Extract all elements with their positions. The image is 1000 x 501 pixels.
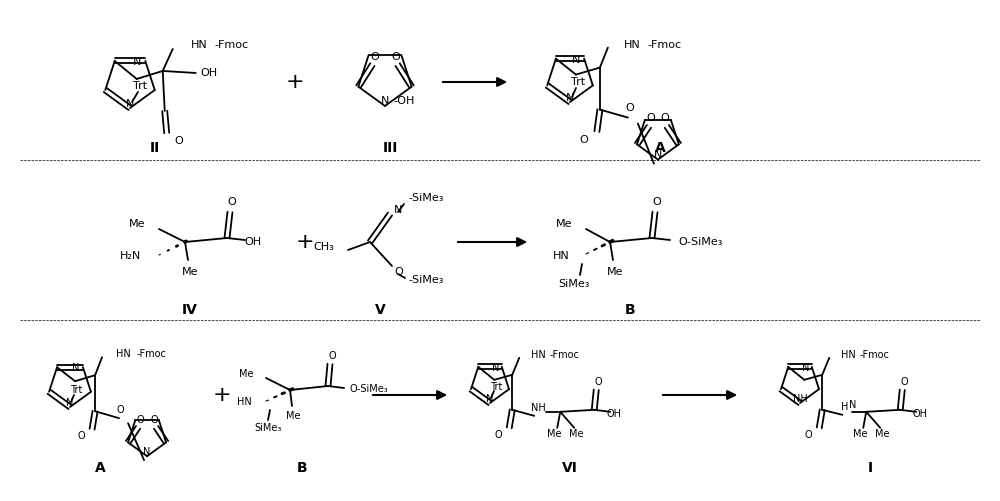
Text: A: A	[655, 141, 665, 155]
Text: Me: Me	[853, 429, 867, 439]
Text: H₂N: H₂N	[120, 251, 141, 261]
Text: N: N	[66, 398, 74, 408]
Text: IV: IV	[182, 303, 198, 317]
Text: N: N	[394, 205, 402, 215]
Text: N: N	[126, 99, 134, 109]
Text: H: H	[841, 402, 848, 412]
Text: NH: NH	[531, 403, 546, 413]
Text: HN: HN	[624, 40, 641, 50]
Text: O: O	[391, 52, 400, 62]
Text: N: N	[133, 57, 141, 67]
Text: OH: OH	[200, 68, 217, 78]
Text: O: O	[626, 103, 634, 113]
Text: HN: HN	[191, 40, 207, 50]
Text: -Fmoc: -Fmoc	[215, 40, 249, 50]
Text: O: O	[494, 430, 502, 440]
Text: O: O	[660, 113, 669, 123]
Text: CH₃: CH₃	[313, 242, 334, 252]
Text: O: O	[653, 197, 661, 207]
Text: O: O	[900, 377, 908, 387]
Text: Trt: Trt	[70, 385, 82, 395]
Text: HN: HN	[841, 350, 856, 360]
Text: Me: Me	[547, 429, 561, 439]
Text: N: N	[486, 394, 494, 404]
Text: N: N	[802, 363, 809, 373]
Text: N: N	[566, 93, 574, 103]
Text: Me: Me	[556, 219, 572, 229]
Text: SiMe₃: SiMe₃	[254, 423, 282, 433]
Text: O: O	[116, 405, 124, 415]
Text: -SiMe₃: -SiMe₃	[408, 193, 443, 203]
Text: N: N	[381, 96, 389, 106]
Text: VI: VI	[562, 461, 578, 475]
Text: V: V	[375, 303, 385, 317]
Text: Me: Me	[875, 429, 889, 439]
Text: II: II	[150, 141, 160, 155]
Text: N: N	[492, 363, 499, 373]
Text: N: N	[72, 363, 80, 373]
Text: -Fmoc: -Fmoc	[136, 349, 166, 359]
Text: Trt: Trt	[490, 382, 502, 392]
Text: -Fmoc: -Fmoc	[549, 350, 579, 360]
Text: NH: NH	[793, 394, 807, 404]
Text: O-SiMe₃: O-SiMe₃	[678, 237, 722, 247]
Text: +: +	[286, 72, 304, 92]
Text: A: A	[95, 461, 105, 475]
Text: +: +	[296, 232, 314, 252]
Text: B: B	[625, 303, 635, 317]
Text: HN: HN	[237, 397, 252, 407]
Text: O: O	[370, 52, 379, 62]
Text: HN: HN	[553, 251, 570, 261]
Text: O: O	[328, 351, 336, 361]
Text: III: III	[382, 141, 398, 155]
Text: O: O	[136, 415, 144, 425]
Text: Me: Me	[182, 267, 198, 277]
Text: OH: OH	[913, 409, 928, 419]
Text: O: O	[394, 267, 403, 277]
Text: N: N	[849, 400, 856, 410]
Text: N: N	[572, 55, 580, 65]
Text: B: B	[297, 461, 307, 475]
Text: O: O	[647, 113, 655, 123]
Text: Trt: Trt	[571, 77, 585, 87]
Text: +: +	[213, 385, 231, 405]
Text: Trt: Trt	[133, 81, 147, 91]
Text: -Fmoc: -Fmoc	[648, 40, 682, 50]
Text: O: O	[77, 431, 85, 441]
Text: O: O	[228, 197, 236, 207]
Text: Me: Me	[286, 411, 300, 421]
Text: O-SiMe₃: O-SiMe₃	[350, 384, 389, 394]
Text: O: O	[150, 415, 158, 425]
Text: Me: Me	[128, 219, 145, 229]
Text: SiMe₃: SiMe₃	[558, 279, 590, 289]
Text: -OH: -OH	[393, 96, 414, 106]
Text: -Fmoc: -Fmoc	[859, 350, 889, 360]
Text: O: O	[804, 430, 812, 440]
Text: HN: HN	[116, 349, 131, 359]
Text: N: N	[654, 150, 662, 160]
Text: I: I	[867, 461, 873, 475]
Text: OH: OH	[244, 237, 262, 247]
Text: O: O	[174, 136, 183, 146]
Text: -SiMe₃: -SiMe₃	[408, 275, 443, 285]
Text: Me: Me	[240, 369, 254, 379]
Text: O: O	[594, 377, 602, 387]
Text: O: O	[580, 135, 588, 145]
Text: HN: HN	[531, 350, 546, 360]
Text: Me: Me	[607, 267, 623, 277]
Text: OH: OH	[607, 409, 622, 419]
Text: N: N	[143, 447, 151, 457]
Text: Me: Me	[569, 429, 583, 439]
